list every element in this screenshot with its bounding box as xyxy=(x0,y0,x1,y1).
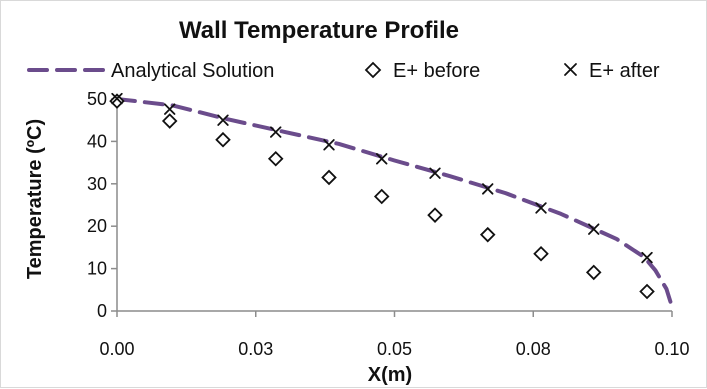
legend: Analytical Solution E+ before E+ after xyxy=(27,60,660,82)
e-plus-after-point xyxy=(376,153,388,165)
x-axis-label: X(m) xyxy=(368,364,412,386)
legend-e-plus-before-label: E+ before xyxy=(393,60,480,82)
chart-title: Wall Temperature Profile xyxy=(179,17,459,44)
legend-e-plus-before-symbol xyxy=(364,61,382,79)
legend-e-plus-after-symbol xyxy=(564,63,577,76)
e-plus-after-point xyxy=(164,103,176,115)
y-tick-label: 30 xyxy=(87,174,107,194)
y-tick-label: 50 xyxy=(87,89,107,109)
e-plus-after-point xyxy=(217,114,229,126)
e-plus-after-point xyxy=(111,92,123,105)
e-plus-before-point xyxy=(321,169,337,186)
e-plus-after-point xyxy=(535,202,547,214)
e-plus-before-point xyxy=(161,113,178,129)
e-plus-after-point xyxy=(270,126,282,138)
y-tick-label: 0 xyxy=(97,301,107,321)
e-plus-before-point xyxy=(427,207,443,223)
analytical-solution-line xyxy=(115,97,674,309)
y-tick-label: 40 xyxy=(87,131,107,151)
e-plus-after-point xyxy=(323,139,335,151)
e-plus-after-point xyxy=(588,223,600,235)
x-tick-label: 0.03 xyxy=(238,339,273,359)
legend-e-plus-after-label: E+ after xyxy=(589,60,660,82)
y-tick-label: 10 xyxy=(87,259,107,279)
e-plus-before-point xyxy=(639,283,655,300)
e-plus-after-point xyxy=(641,251,653,264)
e-plus-before-point xyxy=(215,131,231,148)
plot-area: 0 10 20 30 40 50 0.00 0.03 0.05 0.08 0.10 xyxy=(87,89,690,359)
e-plus-before-point xyxy=(479,226,496,243)
e-plus-after-point xyxy=(429,167,441,179)
e-plus-before-point xyxy=(267,151,284,167)
x-tick-label: 0.08 xyxy=(516,339,551,359)
e-plus-before-point xyxy=(373,188,390,205)
y-tick-label: 20 xyxy=(87,216,107,236)
e-plus-before-point xyxy=(585,264,602,281)
x-tick-label: 0.10 xyxy=(654,339,689,359)
y-axis-label: Temperature (ºC) xyxy=(24,119,46,279)
e-plus-after-point xyxy=(482,183,494,195)
e-plus-before-point xyxy=(109,93,125,109)
x-tick-label: 0.05 xyxy=(377,339,412,359)
e-plus-before-point xyxy=(533,245,549,262)
x-tick-label: 0.00 xyxy=(99,339,134,359)
legend-analytical-solution-label: Analytical Solution xyxy=(111,60,274,82)
